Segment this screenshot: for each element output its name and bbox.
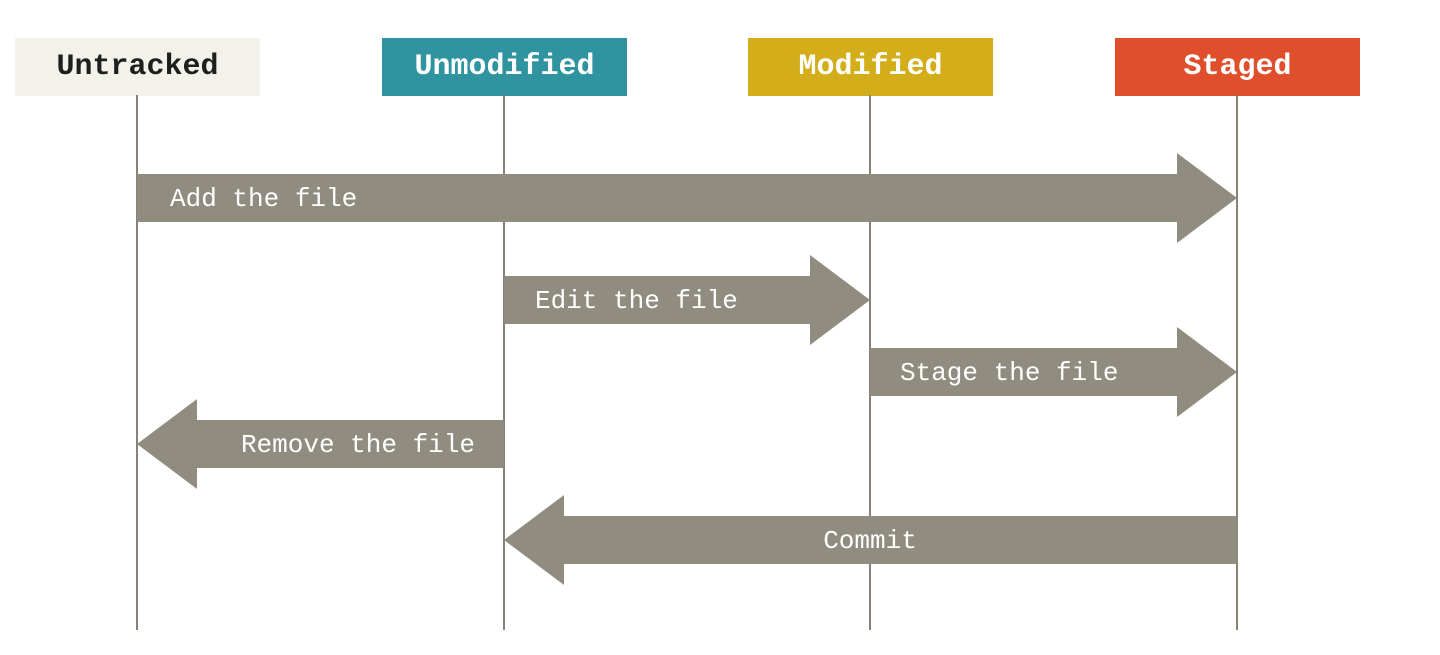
state-box-modified: Modified: [748, 38, 993, 96]
arrow-label-edit: Edit the file: [535, 286, 738, 316]
arrow-commit: Commit: [504, 495, 1237, 585]
state-label-modified: Modified: [798, 50, 942, 84]
arrow-remove: Remove the file: [137, 399, 504, 489]
arrow-label-stage: Stage the file: [900, 358, 1118, 388]
state-box-unmodified: Unmodified: [382, 38, 627, 96]
state-label-untracked: Untracked: [56, 50, 218, 84]
arrow-label-commit: Commit: [823, 526, 917, 556]
state-label-unmodified: Unmodified: [414, 50, 594, 84]
arrow-stage: Stage the file: [870, 327, 1237, 417]
git-file-lifecycle-diagram: Untracked Unmodified Modified Staged Add the…: [0, 0, 1440, 655]
state-box-untracked: Untracked: [15, 38, 260, 96]
state-label-staged: Staged: [1183, 50, 1291, 84]
arrow-edit: Edit the file: [504, 255, 870, 345]
state-box-staged: Staged: [1115, 38, 1360, 96]
arrow-label-remove: Remove the file: [241, 430, 475, 460]
arrow-label-add: Add the file: [170, 184, 357, 214]
arrow-add: Add the file: [137, 153, 1237, 243]
